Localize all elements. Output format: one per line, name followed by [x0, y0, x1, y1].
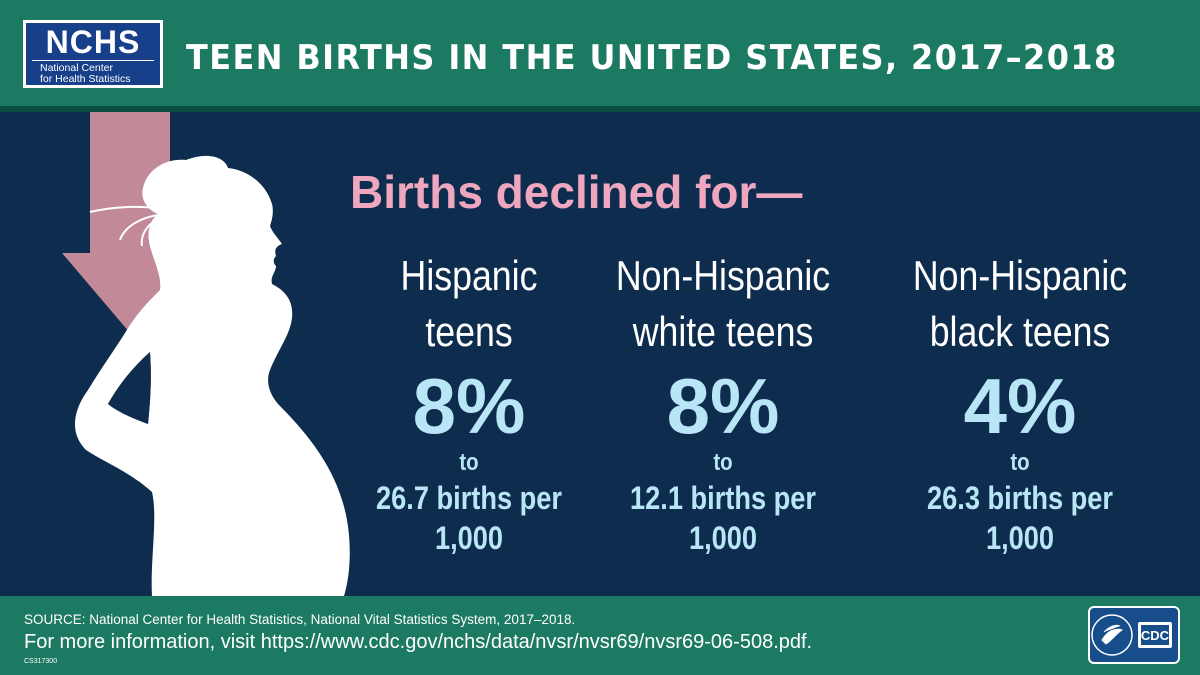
source-note: SOURCE: National Center for Health Stati… — [24, 612, 576, 627]
group-label-line1: Hispanic — [400, 252, 538, 299]
birth-rate-line1: 12.1 births per — [630, 480, 816, 516]
header-divider — [0, 106, 1200, 112]
logo-subtitle-line2: for Health Statistics — [40, 73, 131, 85]
birth-rate-line1: 26.3 births per — [927, 480, 1113, 516]
to-label: to — [1010, 449, 1030, 476]
birth-rate-line2: 1,000 — [434, 520, 504, 556]
hhs-eagle-logo — [1091, 614, 1133, 656]
stat-column-hispanic: Hispanic teens 8% to 26.7 births per 1,0… — [339, 248, 599, 558]
decline-percent: 8% — [412, 362, 526, 450]
stat-column-non-hispanic-white: Non-Hispanic white teens 8% to 12.1 birt… — [593, 248, 853, 558]
cdc-logo: CDC — [1141, 628, 1170, 643]
headline: Births declined for— — [350, 166, 803, 218]
more-info-link[interactable]: For more information, visit https://www.… — [24, 631, 813, 653]
birth-rate-line1: 26.7 births per — [376, 480, 562, 516]
logo-subtitle-line1: National Center — [40, 62, 113, 74]
decline-percent: 4% — [963, 362, 1077, 450]
to-label: to — [713, 449, 733, 476]
group-label-line2: white teens — [632, 308, 814, 355]
logo-title: NCHS — [45, 24, 141, 60]
birth-rate-line2: 1,000 — [688, 520, 758, 556]
group-label-line1: Non-Hispanic — [912, 252, 1128, 299]
group-label-line2: teens — [425, 308, 513, 355]
stat-column-non-hispanic-black: Non-Hispanic black teens 4% to 26.3 birt… — [890, 248, 1150, 558]
header-bar: NCHS National Center for Health Statisti… — [0, 0, 1200, 110]
publication-code: CS317300 — [24, 658, 58, 665]
hhs-cdc-logo: CDC — [1088, 606, 1180, 664]
to-label: to — [459, 449, 479, 476]
birth-rate-line2: 1,000 — [985, 520, 1055, 556]
logo-divider — [32, 60, 154, 61]
page-title: TEEN BIRTHS IN THE UNITED STATES, 2017–2… — [186, 38, 1118, 78]
footer-bar — [0, 596, 1200, 675]
decline-percent: 8% — [666, 362, 780, 450]
group-label-line1: Non-Hispanic — [615, 252, 831, 299]
nchs-logo: NCHS National Center for Health Statisti… — [23, 20, 163, 88]
group-label-line2: black teens — [929, 308, 1111, 355]
